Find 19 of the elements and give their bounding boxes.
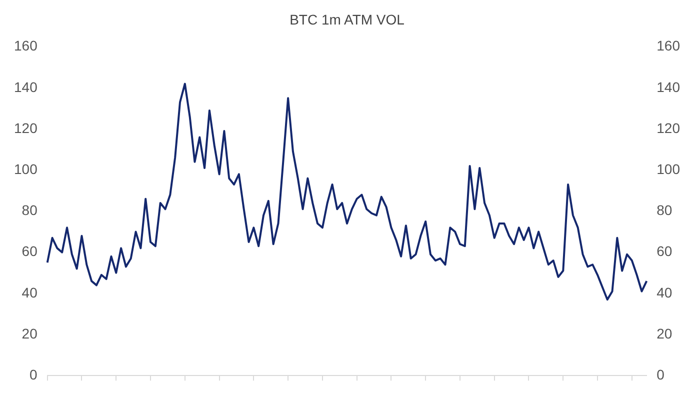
chart-title: BTC 1m ATM VOL bbox=[290, 11, 405, 28]
y-tick-label: 120 bbox=[14, 120, 38, 136]
y2-tick-label: 140 bbox=[656, 78, 680, 95]
y-tick-label: 140 bbox=[14, 78, 38, 95]
y2-tick-label: 60 bbox=[656, 243, 672, 260]
y2-tick-label: 0 bbox=[656, 366, 665, 382]
y2-tick-label: 120 bbox=[656, 120, 680, 136]
y2-tick-label: 100 bbox=[656, 160, 680, 177]
y-tick-label: 80 bbox=[22, 202, 38, 218]
y2-tick-label: 80 bbox=[656, 202, 672, 218]
y-tick-label: 100 bbox=[14, 160, 38, 177]
y2-tick-label: 160 bbox=[656, 38, 680, 54]
y2-tick-label: 40 bbox=[656, 284, 672, 300]
y-tick-label: 40 bbox=[22, 284, 38, 300]
y-tick-label: 0 bbox=[30, 366, 38, 382]
y-tick-label: 20 bbox=[22, 325, 38, 342]
y2-tick-label: 20 bbox=[656, 325, 672, 342]
y-tick-label: 60 bbox=[22, 243, 38, 260]
y-tick-label: 160 bbox=[14, 38, 38, 54]
